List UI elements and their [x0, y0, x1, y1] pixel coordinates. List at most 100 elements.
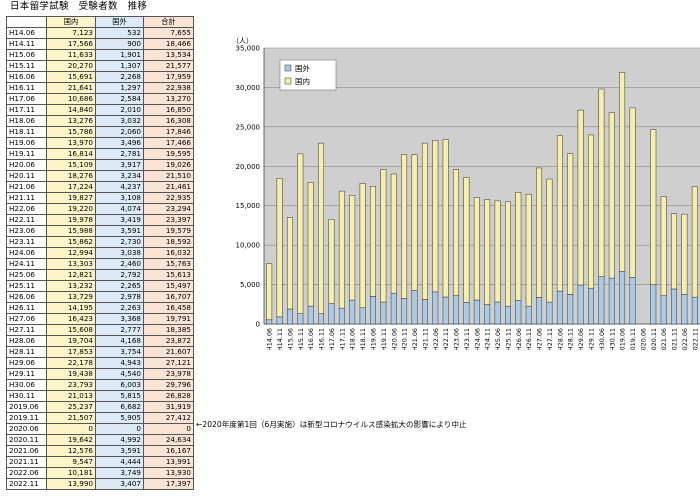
- bar-abroad: [484, 304, 491, 325]
- cell-session: 2022.06: [6, 467, 47, 479]
- cell-total: 16,707: [143, 291, 194, 303]
- y-tick-label: 10,000: [236, 242, 261, 250]
- table-row: H18.11 15,786 2,060 17,846: [6, 126, 194, 138]
- table-header-row: 国内 国外 合計: [6, 16, 194, 28]
- x-tick-label: H30.11: [608, 328, 616, 350]
- cell-session: H26.06: [6, 291, 47, 303]
- cell-session: H23.06: [6, 225, 47, 237]
- bar-domestic: [453, 169, 459, 296]
- bar-abroad: [380, 301, 387, 325]
- x-tick-label: H28.11: [567, 328, 575, 350]
- cell-domestic: 18,276: [46, 170, 96, 182]
- bar-abroad: [608, 277, 615, 325]
- cell-session: H17.11: [6, 104, 47, 116]
- bar-domestic: [515, 192, 522, 301]
- table-row: 2022.11 13,990 3,407 17,397: [6, 478, 194, 490]
- cell-session: H17.06: [6, 93, 47, 105]
- x-tick-label: H18.11: [359, 328, 367, 350]
- cell-total: 19,579: [143, 225, 194, 237]
- bar-domestic: [619, 72, 626, 272]
- header-session: [6, 16, 47, 28]
- bar-abroad: [463, 302, 470, 325]
- cell-domestic: 19,978: [46, 214, 96, 226]
- bar-abroad: [577, 284, 584, 325]
- bar-domestic: [359, 183, 366, 309]
- x-tick-label: H28.06: [556, 328, 564, 350]
- x-tick-label: H26.11: [525, 328, 533, 350]
- y-tick-label: 35,000: [236, 45, 261, 53]
- cell-domestic: 20,270: [46, 60, 96, 72]
- cell-abroad: 2,584: [95, 93, 144, 105]
- cell-domestic: 13,970: [46, 137, 96, 149]
- bar-abroad: [629, 277, 636, 325]
- cell-total: 13,930: [143, 467, 194, 479]
- cell-domestic: 12,576: [46, 445, 96, 457]
- cell-domestic: 7,123: [46, 27, 96, 39]
- bar-domestic: [401, 154, 408, 299]
- table-row: H20.11 18,276 3,234 21,510: [6, 170, 194, 182]
- stacked-bar-chart: 0 5,000 10,000 15,000 20,000 25,000 30,000 35,0…: [232, 37, 700, 350]
- bar-abroad: [598, 276, 605, 325]
- cell-domestic: 19,438: [46, 368, 96, 380]
- cell-abroad: 2,263: [95, 302, 144, 314]
- cell-abroad: 1,297: [95, 82, 144, 94]
- cell-total: 17,846: [143, 126, 194, 138]
- bar-abroad: [536, 297, 543, 325]
- cell-session: H28.06: [6, 335, 47, 347]
- y-tick-label: 20,000: [236, 163, 261, 171]
- legend-swatch-domestic: [284, 77, 292, 85]
- bar-abroad: [266, 319, 273, 325]
- x-tick-label: 2022.06: [681, 328, 689, 350]
- bar-abroad: [297, 313, 304, 325]
- table-row: H29.11 19,438 4,540 23,978: [6, 368, 194, 380]
- cell-abroad: 3,591: [95, 445, 144, 457]
- cell-abroad: 4,943: [95, 357, 144, 369]
- data-table: 国内 国外 合計 H14.06 7,123 532 7,655 H14.11 17,566…: [6, 16, 194, 490]
- cell-domestic: 0: [46, 423, 96, 435]
- cell-abroad: 2,777: [95, 324, 144, 336]
- bar-domestic: [660, 196, 667, 296]
- x-tick-label: H20.06: [390, 328, 398, 350]
- table-row: H26.11 14,195 2,263 16,458: [6, 302, 194, 314]
- cell-abroad: 3,407: [95, 478, 144, 490]
- cell-session: H14.11: [6, 38, 47, 50]
- header-abroad: 国外: [95, 16, 144, 28]
- bar-domestic: [380, 169, 387, 303]
- bar-domestic: [608, 112, 615, 279]
- cell-total: 31,919: [143, 401, 194, 413]
- cell-session: H26.11: [6, 302, 47, 314]
- cell-session: H23.11: [6, 236, 47, 248]
- cell-session: H24.06: [6, 247, 47, 259]
- table-row: H25.06 12,821 2,792 15,613: [6, 269, 194, 281]
- table-row: H29.06 22,178 4,943 27,121: [6, 357, 194, 369]
- cell-abroad: 4,992: [95, 434, 144, 446]
- x-tick-label: H17.06: [328, 328, 336, 350]
- table-row: H17.06 10,686 2,584 13,270: [6, 93, 194, 105]
- table-row: 2020.06 0 0 0: [6, 423, 194, 435]
- table-row: H19.11 16,814 2,781 19,595: [6, 148, 194, 160]
- bar-abroad: [411, 290, 418, 325]
- x-tick-label: H27.06: [536, 328, 544, 350]
- cell-session: H20.11: [6, 170, 47, 182]
- legend-swatch-abroad: [284, 64, 292, 72]
- bar-domestic: [349, 195, 356, 301]
- bar-domestic: [598, 88, 605, 277]
- cell-total: 23,872: [143, 335, 194, 347]
- cell-session: 2019.11: [6, 412, 47, 424]
- cell-domestic: 10,181: [46, 467, 96, 479]
- cell-domestic: 12,821: [46, 269, 96, 281]
- cancellation-note: ←2020年度第1回（6月実施）は新型コロナウイルス感染拡大の影響により中止: [196, 420, 467, 429]
- cell-total: 16,308: [143, 115, 194, 127]
- x-tick-label: H15.11: [297, 328, 305, 350]
- x-tick-label: 2020.06: [639, 328, 647, 350]
- cell-total: 23,294: [143, 203, 194, 215]
- bar-abroad: [619, 271, 626, 325]
- x-tick-label: H21.06: [411, 328, 419, 350]
- cell-total: 26,828: [143, 390, 194, 402]
- table-row: H21.11 19,827 3,108 22,935: [6, 192, 194, 204]
- x-tick-label: H19.06: [370, 328, 378, 350]
- bar-domestic: [276, 178, 283, 318]
- x-tick-label: H22.06: [432, 328, 440, 350]
- table-row: H24.11 13,303 2,460 15,763: [6, 258, 194, 270]
- cell-abroad: 2,010: [95, 104, 144, 116]
